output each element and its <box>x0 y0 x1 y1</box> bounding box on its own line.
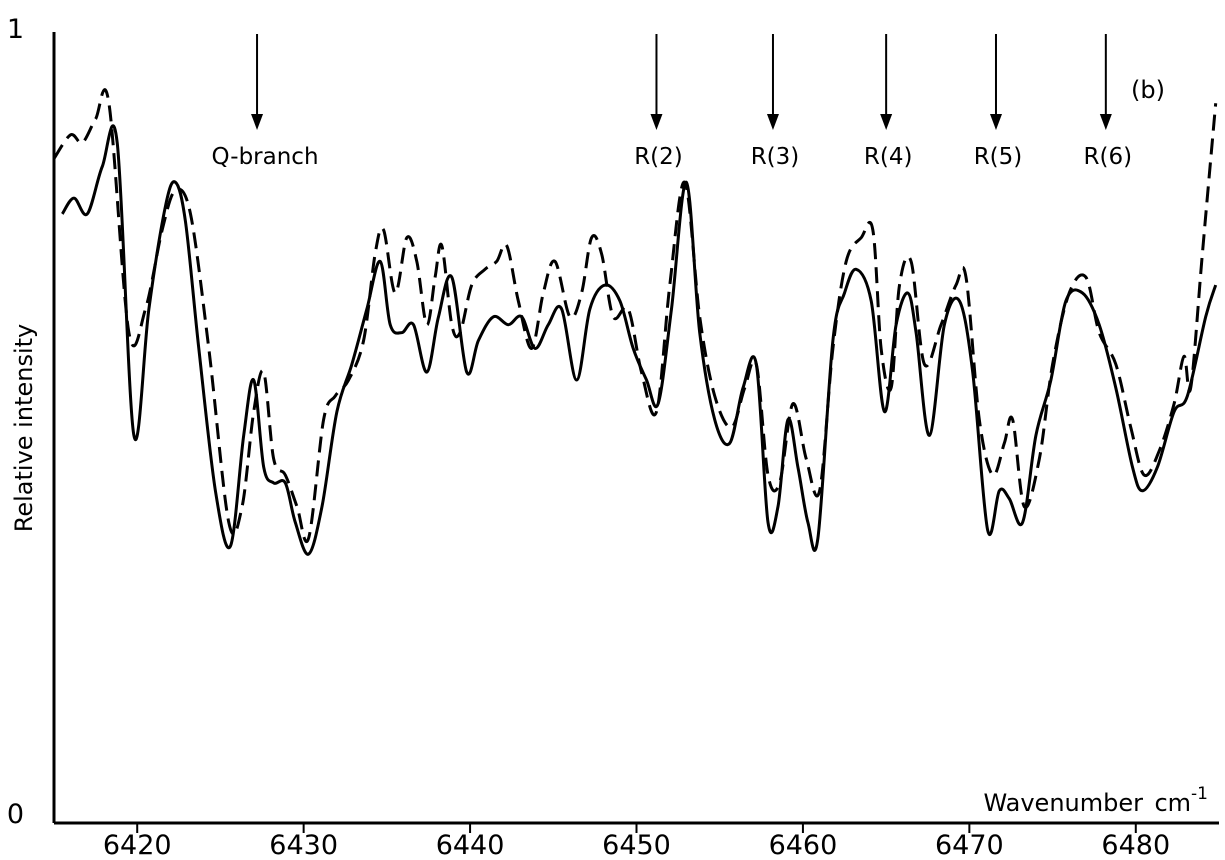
annotation-r-6: R(6) <box>1084 34 1133 170</box>
annotation-label: R(5) <box>974 144 1023 170</box>
y-tick-label: 1 <box>7 14 24 45</box>
annotation-r-4: R(4) <box>864 34 913 170</box>
annotation-arrow-head <box>1099 114 1112 130</box>
annotation-label: Q-branch <box>212 144 319 170</box>
annotation-r-3: R(3) <box>751 34 800 170</box>
x-tick-label: 6420 <box>103 830 172 860</box>
y-tick-label: 0 <box>7 799 24 830</box>
annotation-arrow-head <box>251 114 264 130</box>
annotation-arrow-head <box>766 114 779 130</box>
annotation-r-5: R(5) <box>974 34 1023 170</box>
annotation-label: R(2) <box>634 144 683 170</box>
annotation-arrow-head <box>880 114 893 130</box>
annotation-label: R(4) <box>864 144 913 170</box>
x-tick-label: 6470 <box>935 830 1004 860</box>
x-axis-label: Wavenumber cm-1 <box>983 784 1208 817</box>
annotations: Q-branch R(2) R(3) R(4) R(5) R(6) <box>212 34 1133 170</box>
annotation-label: R(3) <box>751 144 800 170</box>
x-tick-label: 6430 <box>269 830 338 860</box>
dashed-spectrum-line <box>52 88 1218 543</box>
series-lines <box>52 88 1218 556</box>
x-ticks: 6420 6430 6440 6450 6460 6470 6480 <box>103 823 1170 860</box>
annotation-q-branch: Q-branch <box>212 34 319 170</box>
solid-spectrum-line <box>61 124 1218 556</box>
x-tick-label: 6440 <box>436 830 505 860</box>
x-axis-label-text: Wavenumber <box>983 789 1143 817</box>
y-ticks: 01 <box>7 14 24 830</box>
annotation-r-2: R(2) <box>634 34 683 170</box>
x-axis-unit: cm <box>1154 789 1191 817</box>
x-tick-label: 6460 <box>769 830 838 860</box>
x-tick-label: 6480 <box>1101 830 1170 860</box>
x-tick-label: 6450 <box>602 830 671 860</box>
panel-label: (b) <box>1131 76 1165 104</box>
annotation-arrow-head <box>650 114 663 130</box>
x-axis-unit-exponent: -1 <box>1191 784 1208 804</box>
annotation-label: R(6) <box>1084 144 1133 170</box>
annotation-arrow-head <box>989 114 1002 130</box>
y-axis-label: Relative intensity <box>10 324 38 532</box>
